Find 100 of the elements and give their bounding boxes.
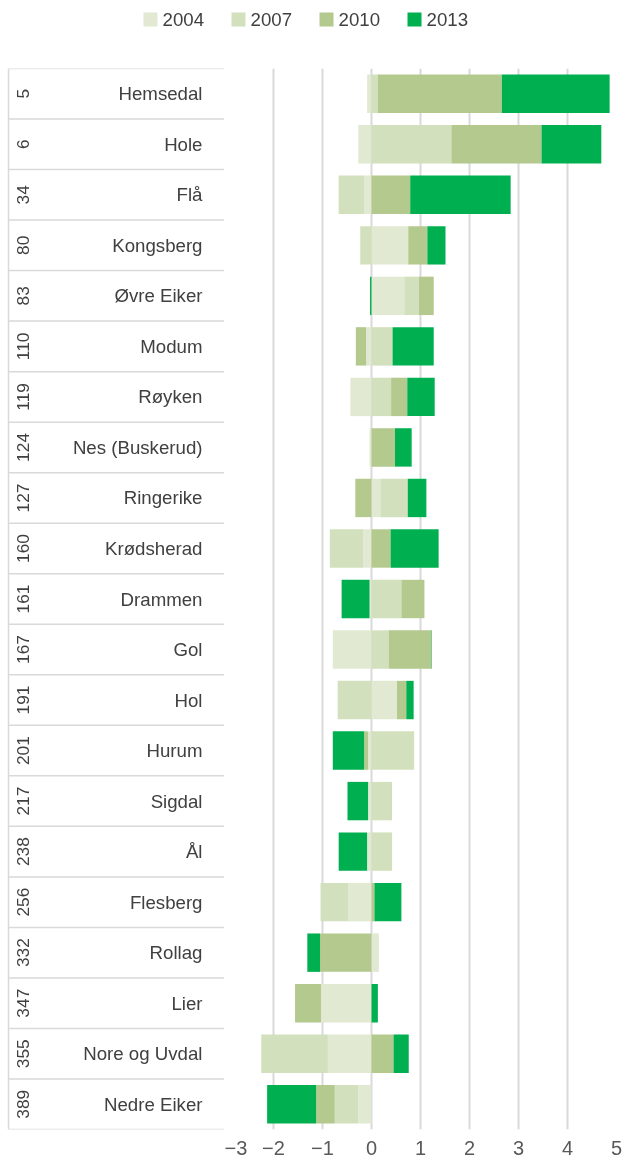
- bar: [295, 983, 322, 1023]
- y-tick-label: Nedre Eiker: [104, 1093, 203, 1115]
- bar: [320, 933, 372, 972]
- bar: [501, 74, 610, 113]
- bar: [388, 630, 432, 669]
- y-tick-label: Nes (Buskerud): [72, 436, 203, 458]
- bar: [364, 175, 372, 215]
- text: 332: [12, 938, 33, 968]
- y-tick-label: Gol: [173, 639, 203, 661]
- x-tick-label: 1: [414, 1136, 427, 1159]
- text: 389: [12, 1089, 33, 1119]
- bar: [371, 630, 389, 669]
- bar: [368, 731, 372, 770]
- y-tick-label: Krødsherad: [105, 537, 203, 559]
- bar: [366, 327, 372, 366]
- y-tick-label: Hurum: [146, 740, 203, 762]
- text: 83: [12, 286, 33, 306]
- bar: [541, 125, 602, 164]
- text: 191: [12, 685, 33, 715]
- y-tick-label: Hemsedal: [118, 83, 203, 105]
- y-tick-label: Drammen: [120, 588, 203, 610]
- bar: [377, 74, 502, 113]
- bar: [358, 1085, 372, 1124]
- bar: [392, 327, 434, 366]
- y-tick-label: Flesberg: [129, 891, 203, 913]
- legend-label: 2013: [426, 9, 469, 30]
- bar: [371, 579, 402, 619]
- text: 124: [12, 432, 33, 462]
- bar: [407, 377, 435, 417]
- bar: [367, 74, 372, 113]
- bar: [371, 832, 393, 871]
- bar: [427, 226, 446, 265]
- x-tick-label: 0: [365, 1136, 378, 1159]
- bar: [371, 529, 391, 568]
- legend-label: 2007: [250, 9, 293, 30]
- bar: [407, 478, 427, 518]
- bar: [393, 1034, 409, 1073]
- y-tick-label: Hole: [164, 133, 203, 155]
- bar: [371, 478, 381, 518]
- bar: [419, 276, 434, 316]
- text: 160: [12, 534, 33, 563]
- text: 167: [12, 635, 33, 664]
- y-tick-label: Nore og Uvdal: [83, 1043, 203, 1065]
- legend-label: 2004: [162, 9, 205, 30]
- bar: [371, 933, 379, 972]
- bar: [371, 1034, 394, 1073]
- bar: [364, 731, 369, 770]
- bar: [391, 377, 408, 417]
- bar: [307, 933, 321, 972]
- text: 201: [12, 736, 33, 766]
- bar: [320, 882, 349, 922]
- bar: [406, 680, 414, 720]
- bar: [371, 74, 378, 113]
- bar: [380, 478, 408, 518]
- bar: [347, 781, 369, 821]
- text: 355: [12, 1039, 33, 1069]
- y-tick-label: Rollag: [149, 942, 203, 964]
- text: 217: [12, 786, 33, 816]
- bar: [334, 1085, 359, 1124]
- bar: [338, 832, 368, 871]
- y-tick-label: Hol: [174, 689, 203, 711]
- bar: [327, 1034, 372, 1073]
- x-tick-label: −1: [311, 1136, 334, 1159]
- x-tick-label: 5: [610, 1136, 623, 1159]
- bar: [371, 377, 392, 417]
- bar: [363, 529, 372, 568]
- bar: [371, 125, 452, 164]
- bar: [371, 327, 393, 366]
- bar: [367, 832, 372, 871]
- bar: [396, 680, 407, 720]
- bar: [267, 1085, 317, 1124]
- text: 6: [12, 139, 33, 150]
- bar: [371, 175, 411, 215]
- bar: [358, 125, 372, 164]
- bar: [410, 175, 511, 215]
- bar: [341, 579, 370, 619]
- text: 34: [12, 184, 33, 205]
- bar: [332, 731, 365, 770]
- bar: [332, 630, 372, 669]
- bar: [350, 377, 372, 417]
- x-tick-label: −2: [262, 1136, 285, 1159]
- bar: [368, 781, 372, 821]
- x-tick-label: 3: [512, 1136, 525, 1159]
- text: 161: [12, 584, 33, 614]
- y-tick-label: Øvre Eiker: [114, 285, 203, 307]
- y-tick-label: Røyken: [138, 386, 203, 408]
- text: 127: [12, 483, 33, 513]
- bar: [374, 882, 402, 922]
- bar: [371, 731, 415, 770]
- bar: [390, 529, 439, 568]
- text: 347: [12, 988, 33, 1018]
- bar: [371, 226, 409, 265]
- bar: [371, 983, 378, 1023]
- y-tick-label: Modum: [140, 335, 203, 357]
- bar: [338, 175, 365, 215]
- bar: [321, 983, 372, 1023]
- bar: [404, 276, 420, 316]
- x-tick-label: −3: [224, 1136, 248, 1159]
- x-tick-label: 4: [561, 1136, 574, 1159]
- bar: [451, 125, 542, 164]
